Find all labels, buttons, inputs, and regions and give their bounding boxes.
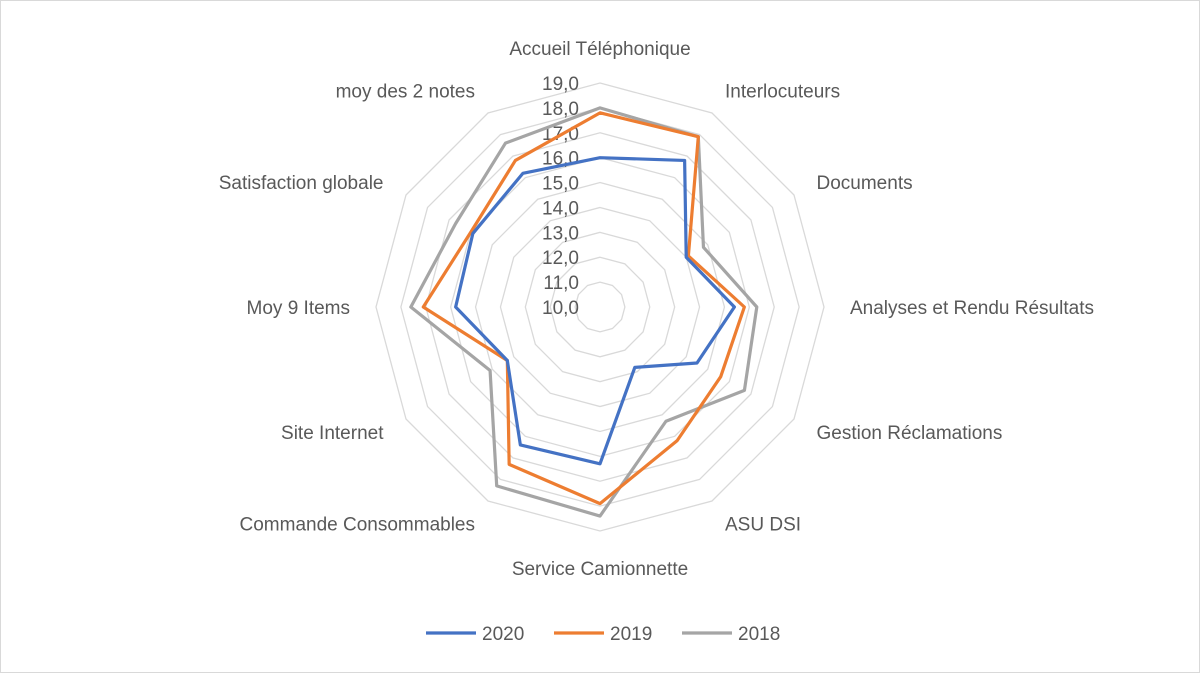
grid-ring bbox=[499, 206, 701, 408]
category-label: Analyses et Rendu Résultats bbox=[850, 298, 1094, 319]
radial-tick-label: 10,0 bbox=[542, 298, 579, 319]
category-label: Accueil Téléphonique bbox=[509, 39, 690, 60]
category-label: moy des 2 notes bbox=[336, 81, 475, 102]
legend: 2020 2019 2018 bbox=[426, 624, 780, 645]
radar-grid bbox=[375, 82, 825, 532]
category-label: ASU DSI bbox=[725, 515, 801, 536]
legend-label: 2020 bbox=[482, 624, 524, 645]
radial-tick-label: 13,0 bbox=[542, 223, 579, 244]
radial-tick-label: 19,0 bbox=[542, 74, 579, 95]
legend-item-2018: 2018 bbox=[682, 624, 780, 645]
radial-tick-label: 11,0 bbox=[543, 273, 579, 294]
radial-tick-label: 18,0 bbox=[542, 99, 579, 120]
category-label: Moy 9 Items bbox=[247, 298, 350, 319]
radial-tick-label: 12,0 bbox=[542, 248, 579, 269]
grid-ring bbox=[524, 231, 676, 383]
category-label: Service Camionnette bbox=[512, 559, 688, 580]
grid-ring bbox=[549, 256, 651, 358]
category-labels: Accueil Téléphonique Interlocuteurs Docume… bbox=[219, 39, 1094, 580]
category-label: Gestion Réclamations bbox=[817, 423, 1003, 444]
series-line-2018 bbox=[409, 106, 759, 518]
series-line-2020 bbox=[454, 156, 737, 466]
grid-ring bbox=[425, 132, 775, 482]
grid-ring bbox=[375, 82, 825, 532]
series-line-2019 bbox=[421, 111, 746, 506]
legend-item-2019: 2019 bbox=[554, 624, 652, 645]
category-label: Interlocuteurs bbox=[725, 81, 840, 102]
radar-series bbox=[409, 106, 759, 518]
legend-item-2020: 2020 bbox=[426, 624, 524, 645]
category-label: Satisfaction globale bbox=[219, 173, 384, 194]
category-label: Site Internet bbox=[281, 423, 384, 444]
radial-tick-label: 14,0 bbox=[542, 198, 579, 219]
radial-tick-label: 15,0 bbox=[542, 174, 579, 195]
grid-ring bbox=[449, 156, 751, 458]
grid-ring bbox=[400, 107, 800, 507]
legend-label: 2018 bbox=[738, 624, 780, 645]
grid-ring bbox=[574, 281, 626, 333]
legend-label: 2019 bbox=[610, 624, 652, 645]
category-label: Documents bbox=[817, 173, 913, 194]
category-label: Commande Consommables bbox=[240, 515, 476, 536]
grid-ring bbox=[474, 181, 726, 433]
